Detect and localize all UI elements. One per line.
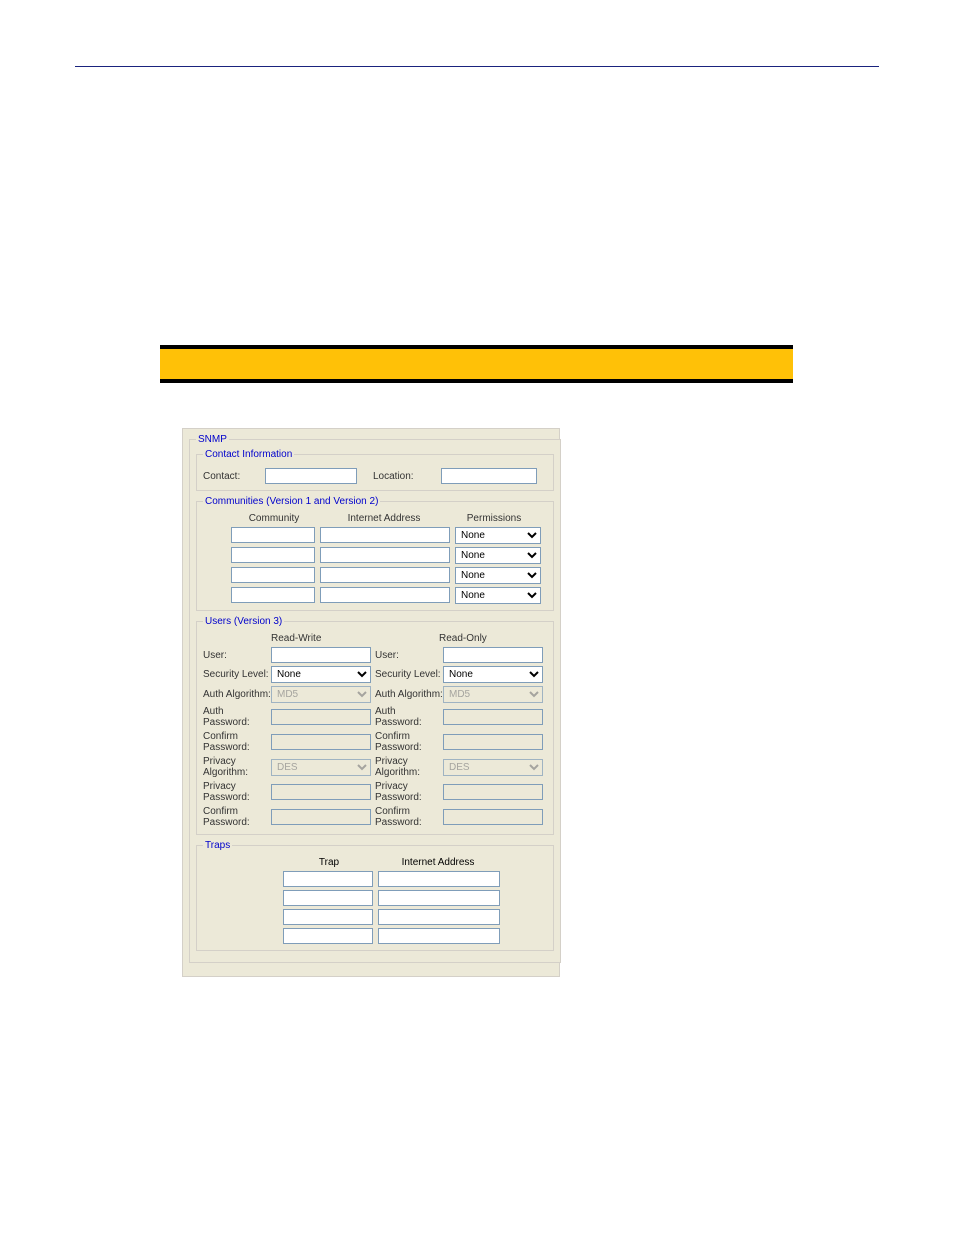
security-level-label: Security Level: [203, 669, 271, 680]
contact-label: Contact: [203, 471, 265, 482]
privacy-algorithm-label-ro: Privacy Algorithm: [375, 756, 443, 778]
ro-privacy-password-input [443, 784, 543, 800]
privacy-confirm-label-ro: Confirm Password: [375, 806, 443, 828]
privacy-confirm-label: Confirm Password: [203, 806, 271, 828]
community-permission-select[interactable]: None [455, 587, 541, 604]
trap-row [203, 909, 547, 925]
user-label-ro: User: [375, 650, 443, 661]
trap-name-input[interactable] [283, 871, 373, 887]
ro-user-input[interactable] [443, 647, 543, 663]
contact-input[interactable] [265, 468, 357, 484]
trap-name-input[interactable] [283, 890, 373, 906]
community-permission-select[interactable]: None [455, 567, 541, 584]
caution-bar [160, 345, 793, 383]
traps-group: Traps Trap Internet Address [196, 840, 554, 951]
security-level-label-ro: Security Level: [375, 669, 443, 680]
ro-security-level-select[interactable]: None [443, 666, 543, 683]
communities-legend: Communities (Version 1 and Version 2) [203, 496, 380, 507]
communities-hdr-community: Community [231, 513, 317, 524]
communities-hdr-address: Internet Address [317, 513, 451, 524]
users-group: Users (Version 3) Read-Write Read-Only U… [196, 616, 554, 835]
community-name-input[interactable] [231, 527, 315, 543]
community-name-input[interactable] [231, 587, 315, 603]
trap-address-input[interactable] [378, 871, 500, 887]
traps-legend: Traps [203, 840, 232, 851]
auth-password-label-ro: Auth Password: [375, 706, 443, 728]
trap-address-input[interactable] [378, 928, 500, 944]
privacy-algorithm-label: Privacy Algorithm: [203, 756, 271, 778]
auth-algorithm-label-ro: Auth Algorithm: [375, 689, 443, 700]
snmp-panel: SNMP Contact Information Contact: Locati… [182, 428, 560, 977]
auth-password-label: Auth Password: [203, 706, 271, 728]
users-legend: Users (Version 3) [203, 616, 284, 627]
rw-auth-password-input [271, 709, 371, 725]
trap-name-input[interactable] [283, 928, 373, 944]
community-row: None [203, 587, 547, 604]
rw-privacy-algorithm-select: DES [271, 759, 371, 776]
auth-confirm-label-ro: Confirm Password: [375, 731, 443, 753]
community-address-input[interactable] [320, 587, 450, 603]
community-permission-select[interactable]: None [455, 547, 541, 564]
users-ro-header: Read-Only [439, 633, 539, 644]
contact-info-group: Contact Information Contact: Location: [196, 449, 554, 491]
location-label: Location: [373, 471, 441, 482]
user-label: User: [203, 650, 271, 661]
trap-row [203, 890, 547, 906]
community-address-input[interactable] [320, 527, 450, 543]
trap-row [203, 928, 547, 944]
traps-hdr-address: Internet Address [375, 857, 501, 868]
ro-auth-algorithm-select: MD5 [443, 686, 543, 703]
ro-auth-password-input [443, 709, 543, 725]
page-top-rule [75, 66, 879, 67]
community-row: None [203, 547, 547, 564]
community-name-input[interactable] [231, 547, 315, 563]
community-permission-select[interactable]: None [455, 527, 541, 544]
rw-privacy-password-input [271, 784, 371, 800]
ro-auth-confirm-input [443, 734, 543, 750]
trap-address-input[interactable] [378, 890, 500, 906]
snmp-legend: SNMP [196, 434, 229, 445]
rw-security-level-select[interactable]: None [271, 666, 371, 683]
community-address-input[interactable] [320, 547, 450, 563]
traps-hdr-trap: Trap [283, 857, 375, 868]
communities-group: Communities (Version 1 and Version 2) Co… [196, 496, 554, 611]
privacy-password-label: Privacy Password: [203, 781, 271, 803]
auth-algorithm-label: Auth Algorithm: [203, 689, 271, 700]
contact-info-legend: Contact Information [203, 449, 294, 460]
rw-auth-confirm-input [271, 734, 371, 750]
community-row: None [203, 567, 547, 584]
community-name-input[interactable] [231, 567, 315, 583]
community-row: None [203, 527, 547, 544]
ro-privacy-algorithm-select: DES [443, 759, 543, 776]
trap-address-input[interactable] [378, 909, 500, 925]
trap-row [203, 871, 547, 887]
rw-privacy-confirm-input [271, 809, 371, 825]
privacy-password-label-ro: Privacy Password: [375, 781, 443, 803]
location-input[interactable] [441, 468, 537, 484]
communities-hdr-permissions: Permissions [451, 513, 537, 524]
trap-name-input[interactable] [283, 909, 373, 925]
auth-confirm-label: Confirm Password: [203, 731, 271, 753]
users-rw-header: Read-Write [271, 633, 371, 644]
ro-privacy-confirm-input [443, 809, 543, 825]
rw-auth-algorithm-select: MD5 [271, 686, 371, 703]
community-address-input[interactable] [320, 567, 450, 583]
snmp-group: SNMP Contact Information Contact: Locati… [189, 434, 561, 963]
rw-user-input[interactable] [271, 647, 371, 663]
